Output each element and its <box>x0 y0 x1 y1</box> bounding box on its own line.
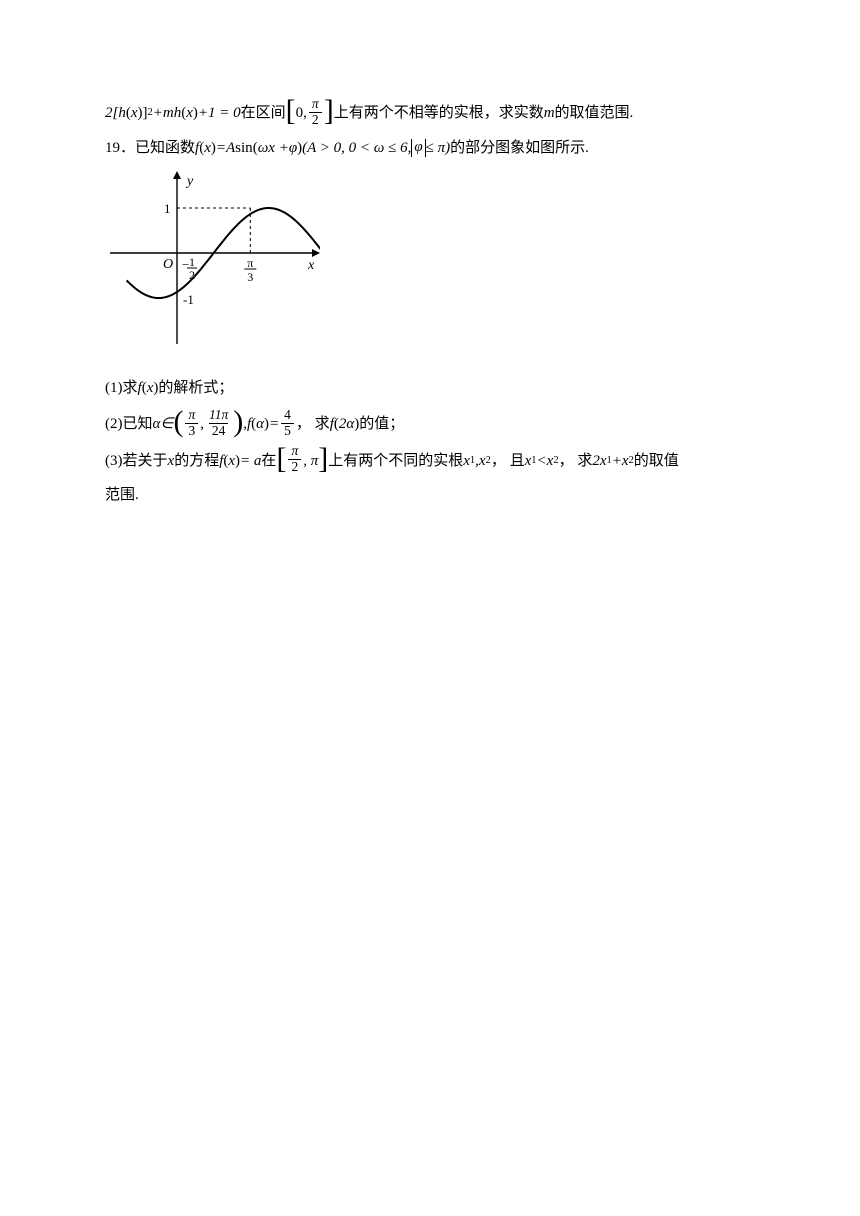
svg-text:x: x <box>307 258 315 273</box>
svg-text:π: π <box>247 256 253 270</box>
problem-19-part3-line2: 范围. <box>105 478 755 513</box>
sine-graph: yxO1-1−12π3 <box>105 171 755 363</box>
problem-18-tail: 2[ h ( x ) ] 2 + m h ( x ) +1 = 0 在区间 [ … <box>105 96 755 131</box>
svg-text:-1: -1 <box>183 292 194 307</box>
svg-text:1: 1 <box>164 201 171 216</box>
problem-19-part1: (1) 求 f ( x ) 的解析式； <box>105 371 755 406</box>
sine-graph-svg: yxO1-1−12π3 <box>105 171 320 349</box>
interval-pi2-pi: [ π2 , π ] <box>276 444 328 479</box>
problem-19-stem: 19． 已知函数 f ( x ) = A sin ( ω x + φ ) (A … <box>105 131 755 166</box>
problem-19-part3-line1: (3) 若关于 x 的方程 f ( x ) = a 在 [ π2 , π ] 上… <box>105 444 755 479</box>
abs-phi: φ <box>411 139 425 157</box>
interval-pi3-11pi24: ( π3 , 11π24 ) <box>173 407 243 442</box>
svg-text:2: 2 <box>189 268 195 282</box>
svg-text:y: y <box>185 174 194 189</box>
svg-text:O: O <box>163 257 173 272</box>
problem-19-part2: (2) 已知 α ∈ ( π3 , 11π24 ) , f ( α ) = 45… <box>105 407 755 442</box>
svg-text:3: 3 <box>247 270 253 284</box>
svg-text:1: 1 <box>189 255 195 269</box>
interval-0-pi2: [ 0, π2 ] <box>286 96 334 131</box>
